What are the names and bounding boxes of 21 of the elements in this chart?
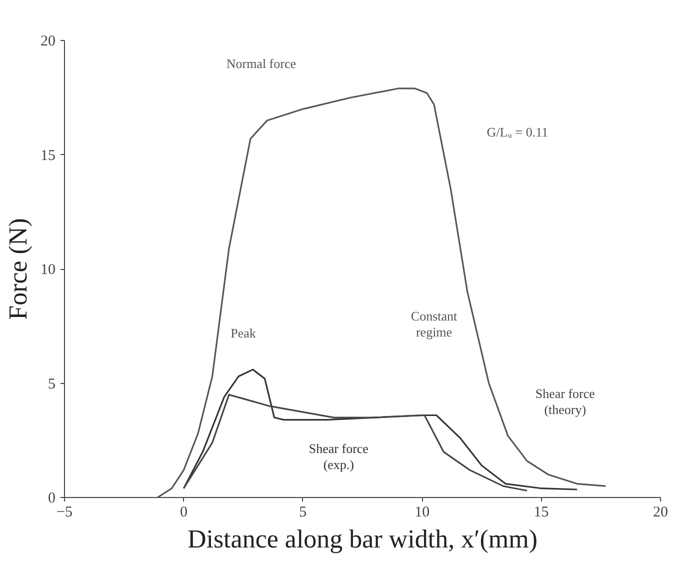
y-tick-label: 5 xyxy=(48,376,56,392)
annotation: Peak xyxy=(230,325,256,340)
text: Normal force xyxy=(226,56,296,71)
x-tick-label: 15 xyxy=(534,504,549,520)
line-series xyxy=(156,88,606,498)
text: Shear force (theory) xyxy=(535,386,596,418)
x-axis-title: Distance along bar width, x′(mm) xyxy=(187,524,538,554)
line-series xyxy=(182,394,528,492)
y-tick-label: 20 xyxy=(40,34,56,50)
y-tick-label: 15 xyxy=(40,148,56,164)
annotation: Constant regime xyxy=(410,308,458,340)
x-tick-label: 5 xyxy=(299,504,307,520)
x-tick-label: 20 xyxy=(653,504,668,520)
y-tick-label: 10 xyxy=(40,262,56,278)
x-tick-label: 10 xyxy=(414,504,430,520)
y-axis-title: Force (N) xyxy=(4,218,32,320)
annotation: G/Lᵤ = 0.11 xyxy=(486,124,548,140)
x-tick-label: 0 xyxy=(180,504,188,520)
series-label: Shear force (exp.) xyxy=(308,440,369,472)
y-tick-label: 0 xyxy=(48,490,56,506)
x-tick-label: −5 xyxy=(56,504,72,520)
